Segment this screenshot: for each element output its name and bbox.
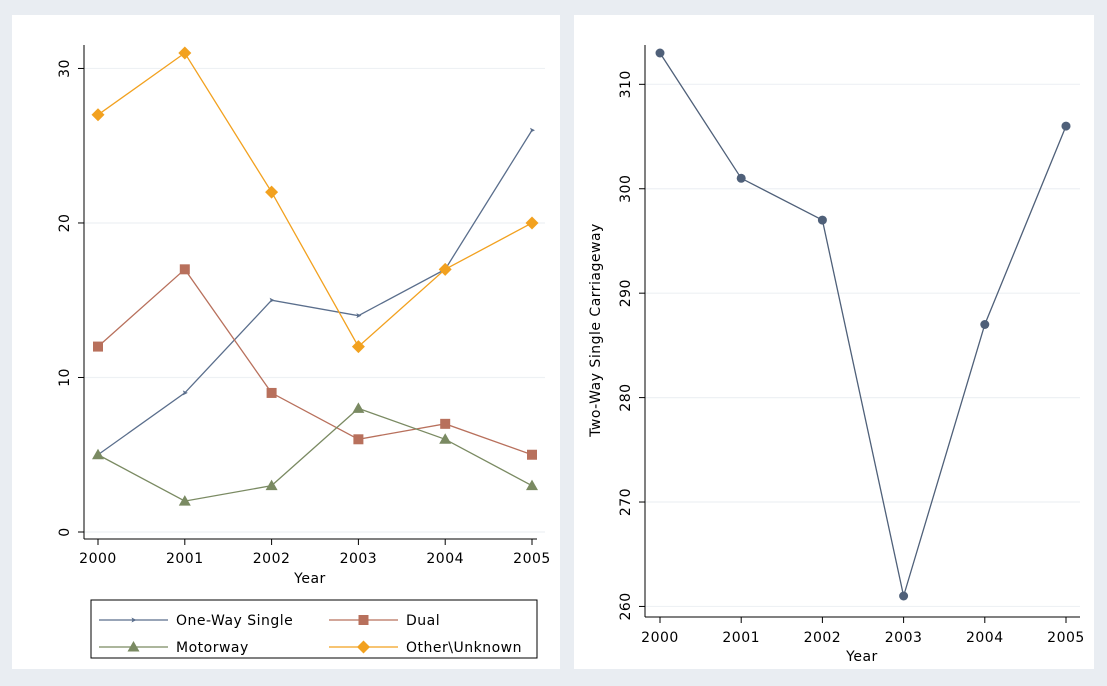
right-series-group — [655, 48, 1071, 601]
data-point-left-motorway-2002 — [265, 479, 278, 491]
tick-label-right-y-310: 310 — [618, 70, 634, 98]
right-x-axis-title: Year — [845, 649, 878, 665]
tick-label-right-y-280: 280 — [618, 383, 634, 411]
series-line-left-dual — [97, 268, 533, 456]
legend-marker-other-unknown — [357, 640, 370, 654]
data-point-left-motorway-2003 — [352, 402, 365, 413]
series-line-left-motorway — [97, 407, 533, 502]
legend-label-dual: Dual — [406, 613, 440, 629]
tick-label-right-x-2005: 2005 — [1047, 630, 1085, 646]
legend-marker-motorway — [127, 641, 140, 652]
legend-label-other-unknown: Other\Unknown — [406, 640, 522, 656]
data-point-left-one-way-single-2005 — [530, 127, 535, 133]
tick-label-left-y-30: 30 — [57, 59, 73, 78]
right-x-ticks: 2000 2001 2002 2003 2004 2005 — [641, 617, 1085, 646]
data-point-left-dual-2002 — [266, 387, 277, 398]
legend-item-other-unknown: Other\Unknown — [329, 640, 522, 656]
right-y-ticks: 260 270 280 290 300 310 — [618, 70, 645, 621]
left-x-axis-title: Year — [293, 571, 326, 587]
legend-item-motorway: Motorway — [99, 640, 249, 656]
data-point-left-other-unknown-2005 — [525, 216, 539, 230]
series-line-left-one-way-single — [97, 129, 533, 456]
tick-label-left-y-10: 10 — [57, 368, 73, 387]
data-point-left-motorway-2001 — [178, 495, 191, 506]
left-gridlines — [84, 67, 545, 533]
data-point-right-series-2001 — [736, 173, 746, 183]
tick-label-right-y-290: 290 — [618, 279, 634, 307]
data-point-right-series-2003 — [899, 591, 909, 601]
data-point-left-dual-2000 — [93, 341, 103, 352]
legend-marker-one-way-single — [131, 617, 137, 623]
legend-item-one-way-single: One-Way Single — [99, 613, 293, 629]
left-chart-panel: 0 10 20 30 2000 2001 2002 2003 2004 2005 Year On… — [12, 15, 560, 669]
data-point-left-other-unknown-2002 — [265, 185, 279, 199]
right-panel-background — [574, 15, 1094, 669]
data-point-left-motorway-2005 — [526, 479, 538, 491]
data-point-left-other-unknown-2000 — [91, 108, 105, 122]
left-x-ticks: 2000 2001 2002 2003 2004 2005 — [79, 539, 551, 567]
tick-label-left-y-20: 20 — [57, 214, 73, 233]
tick-label-right-y-270: 270 — [618, 488, 634, 516]
tick-label-left-x-2001: 2001 — [166, 551, 204, 567]
series-line-left-other-unknown — [97, 52, 533, 348]
legend-box — [90, 599, 538, 659]
data-point-left-motorway-2000 — [92, 448, 104, 460]
tick-label-left-x-2002: 2002 — [253, 551, 291, 567]
data-point-left-dual-2003 — [353, 434, 364, 445]
left-y-ticks: 0 10 20 30 — [57, 59, 84, 537]
data-point-left-dual-2001 — [179, 264, 190, 275]
data-point-left-dual-2004 — [440, 418, 451, 429]
data-point-left-dual-2005 — [527, 449, 537, 460]
data-point-left-one-way-single-2002 — [269, 297, 275, 303]
tick-label-right-x-2000: 2000 — [641, 630, 679, 646]
legend-label-one-way-single: One-Way Single — [176, 613, 293, 629]
tick-label-left-x-2000: 2000 — [79, 551, 117, 567]
tick-label-left-x-2004: 2004 — [426, 551, 464, 567]
legend-marker-dual — [358, 615, 369, 625]
left-series-group — [91, 46, 539, 506]
tick-label-right-x-2003: 2003 — [885, 630, 923, 646]
legend-item-dual: Dual — [329, 613, 440, 629]
legend: One-Way Single Dual Motorway Other\Unkno… — [90, 599, 538, 659]
tick-label-left-y-0: 0 — [57, 527, 73, 536]
data-point-left-other-unknown-2001 — [178, 46, 192, 60]
data-point-left-one-way-single-2001 — [182, 390, 188, 396]
tick-label-left-x-2005: 2005 — [513, 551, 551, 567]
tick-label-right-y-300: 300 — [618, 175, 634, 203]
data-point-left-other-unknown-2004 — [438, 262, 452, 276]
tick-label-right-x-2002: 2002 — [804, 630, 842, 646]
tick-label-left-x-2003: 2003 — [340, 551, 378, 567]
series-line-right-series — [659, 52, 1067, 597]
data-point-right-series-2002 — [817, 215, 827, 225]
data-point-left-one-way-single-2003 — [356, 313, 362, 319]
data-point-left-motorway-2004 — [439, 433, 452, 444]
right-gridlines — [645, 83, 1080, 608]
legend-label-motorway: Motorway — [176, 640, 249, 656]
data-point-right-series-2005 — [1061, 121, 1071, 131]
right-y-axis-title: Two-Way Single Carriageway — [588, 223, 604, 438]
data-point-left-other-unknown-2003 — [351, 340, 365, 354]
data-point-right-series-2004 — [980, 320, 990, 329]
tick-label-right-x-2001: 2001 — [722, 630, 760, 646]
tick-label-right-x-2004: 2004 — [966, 630, 1004, 646]
tick-label-right-y-260: 260 — [618, 592, 634, 620]
data-point-right-series-2000 — [655, 48, 665, 58]
